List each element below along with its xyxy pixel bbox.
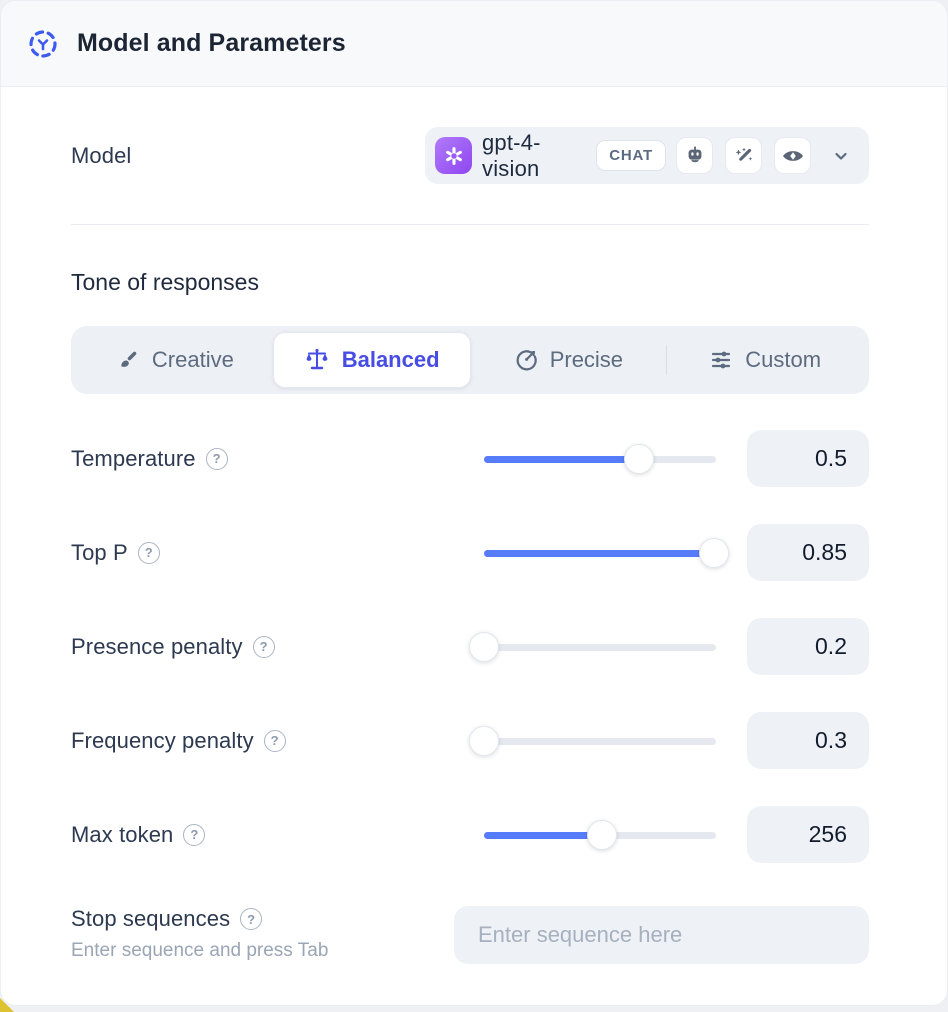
param-label: Frequency penalty — [71, 727, 254, 753]
help-icon[interactable] — [263, 729, 286, 752]
help-icon[interactable] — [205, 447, 228, 470]
param-label: Temperature — [71, 445, 196, 471]
stop-sequences-label: Stop sequences — [71, 906, 231, 931]
stop-sequence-input[interactable] — [454, 906, 869, 964]
param-row-temperature: Temperature 0.5 — [71, 430, 869, 487]
tone-separator — [666, 345, 668, 375]
tone-option-label: Precise — [549, 347, 624, 372]
param-row-presence-penalty: Presence penalty 0.2 — [71, 618, 869, 675]
temperature-slider[interactable] — [484, 443, 716, 474]
panel-title: Model and Parameters — [77, 29, 346, 57]
presence-penalty-slider[interactable] — [469, 631, 716, 662]
openai-logo — [435, 137, 472, 174]
param-label: Top P — [71, 539, 128, 565]
balance-scale-icon — [304, 347, 330, 373]
magic-wand-icon — [725, 137, 762, 174]
frequency-penalty-value[interactable]: 0.3 — [747, 712, 869, 769]
model-label: Model — [71, 142, 132, 168]
param-row-frequency-penalty: Frequency penalty 0.3 — [71, 712, 869, 769]
tone-section-title: Tone of responses — [71, 269, 259, 295]
param-label: Max token — [71, 821, 174, 847]
selected-model-name: gpt-4-vision — [482, 129, 541, 181]
sliders-icon — [709, 348, 733, 372]
tone-option-creative[interactable]: Creative — [77, 332, 273, 388]
chevron-down-icon — [831, 146, 851, 166]
stop-sequences-row: Stop sequences Enter sequence and press … — [71, 906, 869, 964]
robot-icon — [676, 137, 713, 174]
slider-handle[interactable] — [469, 725, 499, 756]
param-row-max-token: Max token 256 — [71, 806, 869, 863]
help-icon[interactable] — [240, 908, 263, 930]
help-icon[interactable] — [137, 541, 160, 564]
param-label: Presence penalty — [71, 633, 243, 659]
panel-header: Model and Parameters — [1, 1, 947, 87]
stop-sequences-hint: Enter sequence and press Tab — [71, 940, 329, 961]
tone-option-label: Balanced — [341, 347, 440, 372]
model-type-badge: CHAT — [596, 140, 666, 171]
help-icon[interactable] — [183, 823, 206, 846]
corner-accent-shape — [0, 998, 14, 1012]
slider-handle[interactable] — [698, 537, 729, 568]
slider-handle[interactable] — [587, 819, 618, 850]
section-divider — [71, 224, 869, 225]
dashed-selection-icon — [27, 28, 59, 60]
tone-option-custom[interactable]: Custom — [667, 332, 863, 388]
paintbrush-icon — [116, 348, 140, 372]
presence-penalty-value[interactable]: 0.2 — [747, 618, 869, 675]
max-token-value[interactable]: 256 — [747, 806, 869, 863]
frequency-penalty-slider[interactable] — [469, 725, 716, 756]
slider-handle[interactable] — [624, 443, 655, 474]
max-token-slider[interactable] — [484, 819, 716, 850]
slider-handle[interactable] — [469, 631, 499, 662]
tone-option-label: Custom — [745, 347, 822, 372]
top-p-value[interactable]: 0.85 — [747, 524, 869, 581]
help-icon[interactable] — [252, 635, 275, 658]
target-arrow-icon — [514, 348, 538, 372]
vision-eye-icon — [774, 137, 811, 174]
tone-option-balanced[interactable]: Balanced — [272, 332, 471, 388]
temperature-value[interactable]: 0.5 — [747, 430, 869, 487]
param-row-top-p: Top P 0.85 — [71, 524, 869, 581]
tone-segmented-control: Creative Balanced — [71, 326, 869, 394]
model-select-dropdown[interactable]: gpt-4-vision CHAT — [425, 127, 869, 184]
tone-option-precise[interactable]: Precise — [471, 332, 667, 388]
top-p-slider[interactable] — [484, 537, 729, 568]
tone-option-label: Creative — [151, 347, 234, 372]
